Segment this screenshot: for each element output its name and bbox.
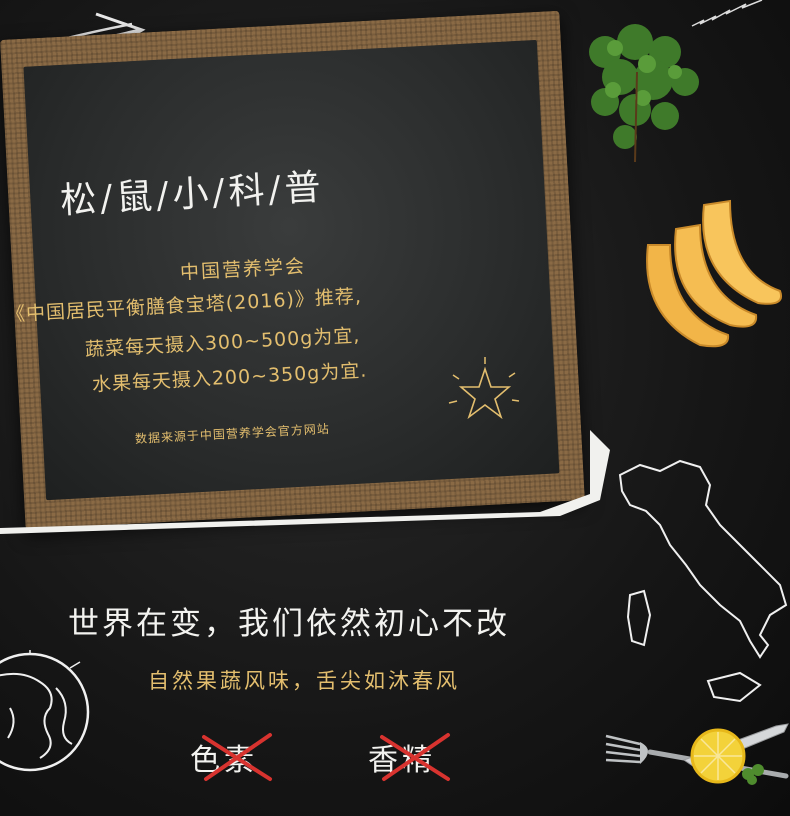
note-line-2: 蔬菜每天摄入300~500g为宜, <box>84 324 361 361</box>
note-organization: 中国营养学会 <box>179 255 307 284</box>
globe-icon <box>0 650 90 772</box>
star-doodle-icon <box>448 357 520 420</box>
italy-map-icon <box>618 459 788 703</box>
lemon-slice-icon <box>690 728 764 785</box>
board-title: 松/鼠/小/科/普 <box>59 167 326 222</box>
crossed-item-flavoring: 香精 <box>368 733 450 781</box>
note-line-3: 水果每天摄入200~350g为宜. <box>91 359 368 396</box>
peach-slices-icon <box>646 199 782 348</box>
note-line-1: 《中国居民平衡膳食宝塔(2016)》推荐, <box>5 285 363 326</box>
cross-mark-icon <box>380 733 450 781</box>
sub-slogan: 自然果蔬风味，舌尖如沐春风 <box>148 669 460 693</box>
squiggle-doodle <box>691 0 763 27</box>
cross-mark-icon <box>202 733 272 781</box>
note-source: 数据来源于中国营养学会官方网站 <box>134 421 331 446</box>
slogan: 世界在变，我们依然初心不改 <box>68 606 510 642</box>
herb-sprig-icon <box>589 24 699 163</box>
crossed-item-pigment: 色素 <box>190 733 272 781</box>
